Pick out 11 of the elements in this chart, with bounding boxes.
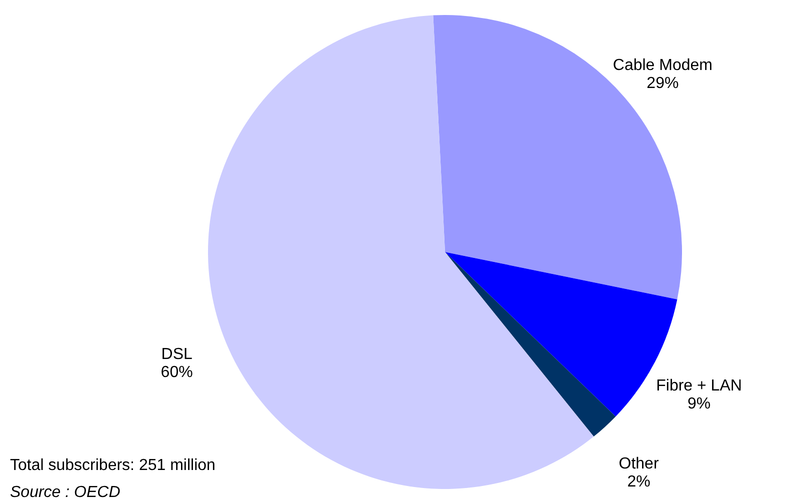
- pie-slice: [445, 252, 616, 437]
- data-label: 29%: [646, 74, 679, 92]
- slice-label: DSL: [161, 346, 192, 364]
- source-note: Source : OECD: [10, 484, 121, 501]
- data-label: 2%: [627, 474, 650, 491]
- data-label: 9%: [687, 396, 711, 413]
- text: Total subscribers: 251 million: [10, 457, 216, 474]
- data-label: 60%: [160, 364, 193, 382]
- slice-label: Other: [618, 456, 660, 473]
- slice-label: Fibre + LAN: [656, 378, 742, 395]
- slice-label: Cable Modem: [612, 56, 713, 74]
